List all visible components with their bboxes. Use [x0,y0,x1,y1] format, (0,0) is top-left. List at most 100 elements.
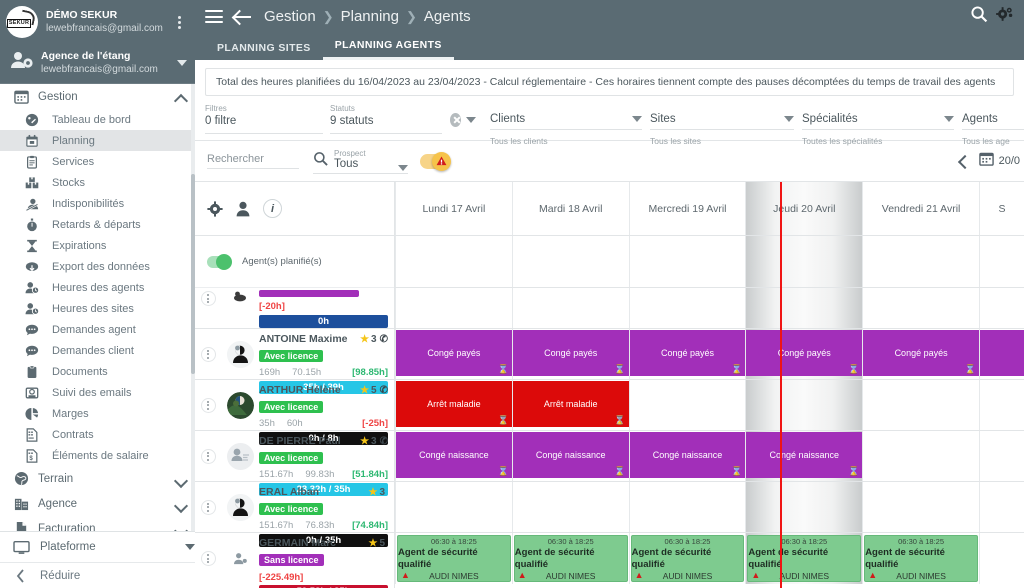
calendar-cell[interactable]: Congé payés ⌛ [395,329,512,379]
chevron-down-icon[interactable] [175,473,187,485]
calendar-cell[interactable] [395,288,512,328]
row-menu[interactable] [195,380,221,430]
sidebar-item-plateforme[interactable]: Plateforme [0,532,195,562]
tab-planning-agents[interactable]: PLANNING AGENTS [322,39,454,60]
phone-icon[interactable]: ✆ [379,436,388,447]
account-menu-icon[interactable] [171,15,187,29]
filter-filtres[interactable]: Filtres 0 filtre [205,104,330,134]
row-menu[interactable] [195,533,221,584]
event-conge-payes[interactable]: Congé payés ⌛ [396,330,512,376]
filter-agents[interactable]: Agents Tous les age [962,104,1024,146]
event-arret-maladie[interactable]: Arrêt maladie ⌛ [396,381,512,427]
filter-clients[interactable]: Clients Tous les clients [490,104,650,146]
event-conge-payes[interactable]: Congé payés ⌛ [512,330,629,376]
calendar-cell[interactable] [745,288,863,328]
event-conge-payes[interactable]: Congé payés ⌛ [746,330,863,376]
calendar-cell[interactable] [745,482,863,532]
calendar-cell[interactable] [511,236,629,287]
hamburger-menu-icon[interactable] [205,10,223,23]
kebab-icon[interactable] [200,499,216,515]
filter-statuts[interactable]: Statuts 9 statuts [330,104,450,134]
day-header-lundi[interactable]: Lundi 17 Avril [395,182,512,235]
phone-icon[interactable]: ✆ [379,385,388,396]
event-shift[interactable]: 06:30 à 18:25 Agent de sécurité qualifié… [864,535,978,582]
event-conge-payes[interactable]: Congé payés ⌛ [863,330,979,376]
calendar-cell[interactable]: Congé payés ⌛ [628,329,746,379]
agency-selector[interactable]: Agence de l'étang lewebfrancais@gmail.co… [0,44,195,84]
calendar-cell[interactable] [978,288,1024,328]
calendar-cell[interactable] [862,482,979,532]
calendar-cell[interactable]: Congé naissance ⌛ [395,431,512,481]
event-arret-maladie[interactable]: Arrêt maladie ⌛ [512,381,629,427]
sidebar-item-suivi-des-emails[interactable]: Suivi des emails [0,382,195,403]
calendar-cell[interactable] [628,236,746,287]
day-header-mardi[interactable]: Mardi 18 Avril [511,182,629,235]
agent-row[interactable]: DE PIERRE Paul ★ 3 ✆ Avec licence 151.67… [195,431,394,496]
event-shift[interactable]: 06:30 à 18:25 Agent de sécurité qualifié… [513,535,628,582]
event-conge-naissance[interactable]: Congé naissance ⌛ [746,432,863,478]
event-conge-naissance[interactable]: Congé naissance ⌛ [512,432,629,478]
day-header-samedi[interactable]: S [978,182,1024,235]
tab-planning-sites[interactable]: PLANNING SITES [217,42,311,54]
row-menu[interactable] [195,482,221,532]
calendar-cell[interactable] [978,380,1024,430]
calendar-cell[interactable] [395,482,512,532]
sidebar-item-contrats[interactable]: Contrats [0,424,195,445]
calendar-cell[interactable] [862,288,979,328]
row-menu[interactable] [195,431,221,481]
day-header-mercredi[interactable]: Mercredi 19 Avril [628,182,746,235]
kebab-icon[interactable] [200,346,216,362]
calendar-cell[interactable] [745,380,863,430]
sidebar-item-indisponibilites[interactable]: Indisponibilités [0,193,195,214]
chevron-down-icon[interactable] [944,116,954,122]
filter-sites[interactable]: Sites Tous les sites [650,104,802,146]
sidebar-item-expirations[interactable]: Expirations [0,235,195,256]
gear-icon[interactable] [207,200,223,217]
calendar-cell[interactable]: Arrêt maladie ⌛ [511,380,629,430]
event-shift[interactable]: 06:30 à 18:25 Agent de sécurité qualifié… [630,535,745,582]
sidebar-item-services[interactable]: Services [0,151,195,172]
calendar-cell[interactable]: Congé payés ⌛ [745,329,863,379]
calendar-cell[interactable]: Congé naissance ⌛ [511,431,629,481]
back-arrow-icon[interactable] [234,9,252,25]
calendar-cell[interactable] [395,236,512,287]
calendar-cell[interactable] [511,288,629,328]
sidebar-item-stocks[interactable]: Stocks [0,172,195,193]
account-header[interactable]: SEKUR DÉMO SEKUR lewebfrancais@gmail.com [0,0,195,44]
sidebar-item-marges[interactable]: Marges [0,403,195,424]
calendar-cell[interactable] [862,431,979,481]
sidebar-item-planning[interactable]: Planning [0,130,195,151]
calendar-cell[interactable]: 06:30 à 18:25 Agent de sécurité qualifié… [511,533,629,584]
calendar-cell[interactable] [978,329,1024,379]
event-shift[interactable]: 06:30 à 18:25 Agent de sécurité qualifié… [747,535,862,582]
chevron-down-icon[interactable] [466,117,476,123]
search-icon[interactable] [970,5,988,28]
calendar-cell[interactable] [628,482,746,532]
kebab-icon[interactable] [200,448,216,464]
sidebar-item-demandes-agent[interactable]: Demandes agent [0,319,195,340]
calendar-cell[interactable]: Congé naissance ⌛ [745,431,863,481]
agency-chevron-down-icon[interactable] [177,59,187,66]
event-conge-payes[interactable] [979,330,1024,376]
event-conge-naissance[interactable]: Congé naissance ⌛ [629,432,746,478]
sidebar-group-terrain[interactable]: Terrain [0,466,195,491]
kebab-icon[interactable] [200,291,216,306]
warning-toggle[interactable] [420,151,451,171]
calendar-cell[interactable] [978,236,1024,287]
row-menu[interactable] [195,329,221,379]
agent-row[interactable]: ARTHUR Hélène ★ 5 ✆ Avec licence 35h 60h… [195,380,394,445]
calendar-cell[interactable] [862,380,979,430]
sidebar-collapse-button[interactable]: Réduire [0,562,195,588]
breadcrumb-item-agents[interactable]: Agents [423,8,471,25]
filter-specialites[interactable]: Spécialités Toutes les spécialités [802,104,962,146]
calendar-cell[interactable] [978,533,1024,584]
event-conge-payes[interactable]: Congé payés ⌛ [629,330,746,376]
sidebar-item-retards-departs[interactable]: Retards & départs [0,214,195,235]
planned-agents-toggle[interactable] [207,253,232,270]
gears-icon[interactable] [995,5,1014,28]
chevron-down-icon[interactable] [632,116,642,122]
calendar-cell[interactable]: 06:30 à 18:25 Agent de sécurité qualifié… [745,533,863,584]
event-conge-naissance[interactable]: Congé naissance ⌛ [396,432,512,478]
sidebar-group-gestion[interactable]: Gestion [0,84,195,109]
chevron-down-icon[interactable] [784,116,794,122]
